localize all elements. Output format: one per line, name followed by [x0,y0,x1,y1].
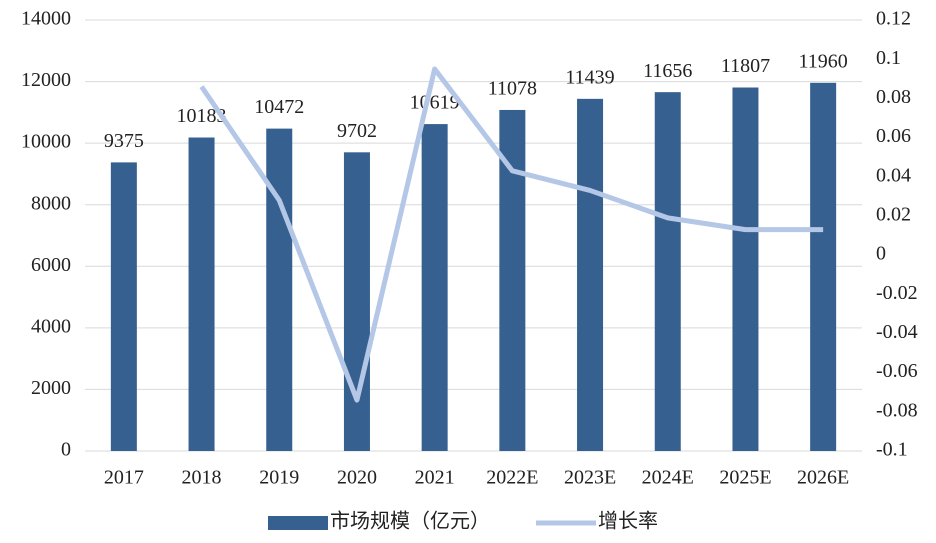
data-label: 9375 [104,130,144,152]
legend-label: 市场规模（亿元） [330,510,490,533]
data-label: 11960 [799,50,848,72]
x-tick-label: 2026E [797,467,849,489]
y2-tick-label: 0.1 [876,47,901,69]
y2-tick-label: -0.1 [876,439,908,461]
y2-tick-label: -0.04 [876,321,918,343]
y2-tick-label: 0.08 [876,86,911,108]
x-tick-label: 2019 [259,467,299,489]
y-tick-label: 4000 [31,315,71,337]
y-tick-label: 14000 [21,8,71,30]
data-label: 9702 [337,120,377,142]
y2-tick-label: 0.12 [876,8,911,30]
y-tick-label: 10000 [21,131,71,153]
y-tick-label: 12000 [21,69,71,91]
x-tick-label: 2018 [182,467,222,489]
x-tick-label: 2025E [719,467,771,489]
y-tick-label: 0 [61,439,71,461]
data-label: 10472 [254,96,304,118]
x-tick-label: 2020 [337,467,377,489]
bar [110,162,137,452]
y2-tick-label: -0.08 [876,399,918,421]
bar [343,152,370,451]
x-tick-label: 2017 [104,467,144,489]
y2-tick-label: 0.06 [876,125,911,147]
bar [188,137,215,451]
bar [810,82,837,451]
data-label: 11078 [488,78,537,100]
data-label: 11439 [565,66,614,88]
line [199,66,824,403]
y2-tick-label: 0 [876,243,886,265]
bar [732,87,759,452]
data-label: 10619 [410,92,460,114]
bar [266,128,293,451]
x-tick-label: 2023E [564,467,616,489]
y-tick-label: 6000 [31,254,71,276]
bar [654,92,681,451]
data-label: 11656 [643,60,692,82]
y2-tick-label: 0.02 [876,204,911,226]
y2-tick-label: -0.06 [876,360,918,382]
bar [577,98,604,451]
y2-tick-label: 0.04 [876,164,911,186]
legend-swatch [268,516,328,530]
bar [421,124,448,452]
x-tick-label: 2021 [415,467,455,489]
y-tick-label: 2000 [31,377,71,399]
x-tick-label: 2024E [642,467,694,489]
y-tick-label: 8000 [31,192,71,214]
y2-tick-label: -0.02 [876,282,918,304]
data-label: 11807 [721,55,770,77]
legend-label: 增长率 [598,510,658,533]
x-tick-label: 2022E [486,467,538,489]
data-label: 10183 [177,105,227,127]
